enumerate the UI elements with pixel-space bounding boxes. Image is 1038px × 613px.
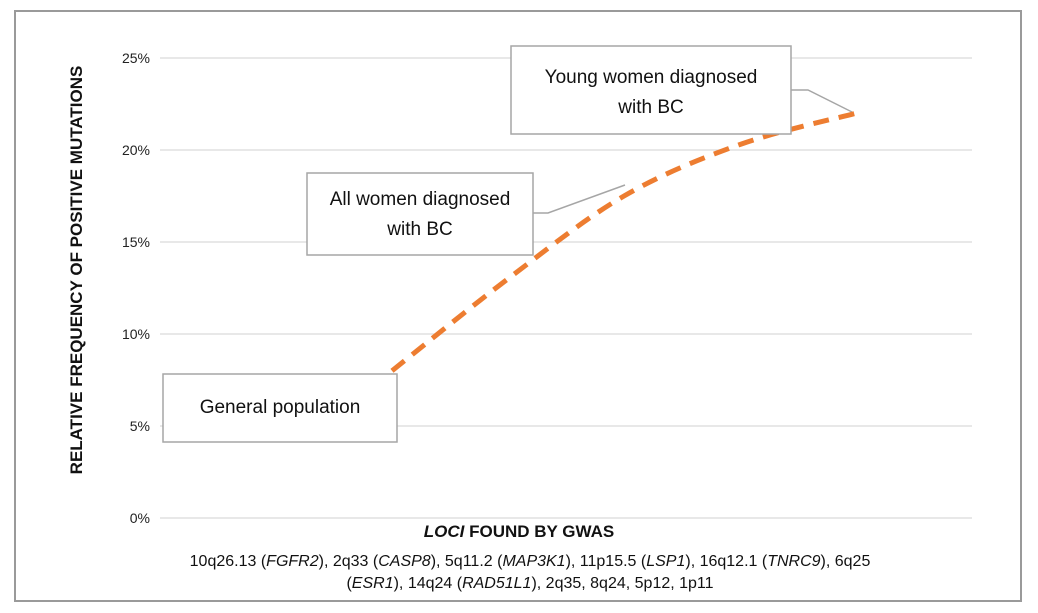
locus-text: ), 2q35, 8q24, 5p12, 1p11 (531, 575, 714, 592)
y-tick-label: 20% (122, 142, 150, 158)
callout-leaders (533, 89, 853, 214)
callout-box (162, 373, 398, 443)
loci-line-1: 10q26.13 (FGFR2), 2q33 (CASP8), 5q11.2 (… (175, 551, 885, 573)
gene-name: CASP8 (378, 553, 431, 570)
y-tick-label: 0% (130, 510, 150, 526)
callout-box (306, 172, 534, 256)
locus-text: ), 11p15.5 ( (565, 553, 647, 570)
series-line (390, 110, 857, 373)
callouts: General population All women diagnosed wit… (162, 45, 792, 443)
locus-text: ), 5q11.2 ( (430, 553, 503, 570)
x-axis-label-italic: LOCI (423, 522, 465, 541)
gene-name: LSP1 (646, 553, 686, 570)
y-tick-labels: 0% 5% 10% 15% 20% 25% (122, 50, 150, 526)
callout-text: Young women diagnosed (545, 67, 758, 88)
callout-young-women: Young women diagnosed with BC (510, 45, 792, 135)
locus-text: ), 16q12.1 ( (685, 553, 768, 570)
callout-all-women: All women diagnosed with BC (306, 172, 534, 256)
gene-name: FGFR2 (266, 553, 319, 570)
locus-text: ( (346, 575, 352, 592)
x-axis-label: LOCI FOUND BY GWAS (0, 522, 1038, 542)
loci-line-2: (ESR1), 14q24 (RAD51L1), 2q35, 8q24, 5p1… (175, 573, 885, 595)
y-tick-label: 10% (122, 326, 150, 342)
callout-text: with BC (386, 219, 452, 240)
gene-name: MAP3K1 (502, 553, 566, 570)
callout-text: with BC (617, 97, 683, 118)
x-axis-label-rest: FOUND BY GWAS (464, 522, 615, 541)
locus-text: ), 2q33 ( (318, 553, 379, 570)
gene-name: RAD51L1 (462, 575, 532, 592)
locus-text: ), 6q25 (820, 553, 871, 570)
callout-text: All women diagnosed (330, 189, 511, 210)
callout-leader-line (533, 184, 626, 214)
callout-box (510, 45, 792, 135)
callout-leader-line (791, 89, 853, 113)
callout-text: General population (200, 397, 361, 418)
gene-name: TNRC9 (767, 553, 821, 570)
callout-general-population: General population (162, 373, 398, 443)
y-tick-label: 15% (122, 234, 150, 250)
locus-text: ), 14q24 ( (393, 575, 463, 592)
y-tick-label: 25% (122, 50, 150, 66)
gene-name: ESR1 (351, 575, 394, 592)
locus-text: 10q26.13 ( (189, 553, 267, 570)
y-tick-label: 5% (130, 418, 150, 434)
loci-list: 10q26.13 (FGFR2), 2q33 (CASP8), 5q11.2 (… (175, 551, 885, 595)
y-axis-label: RELATIVE FREQUENCY OF POSITIVE MUTATIONS (67, 66, 86, 475)
